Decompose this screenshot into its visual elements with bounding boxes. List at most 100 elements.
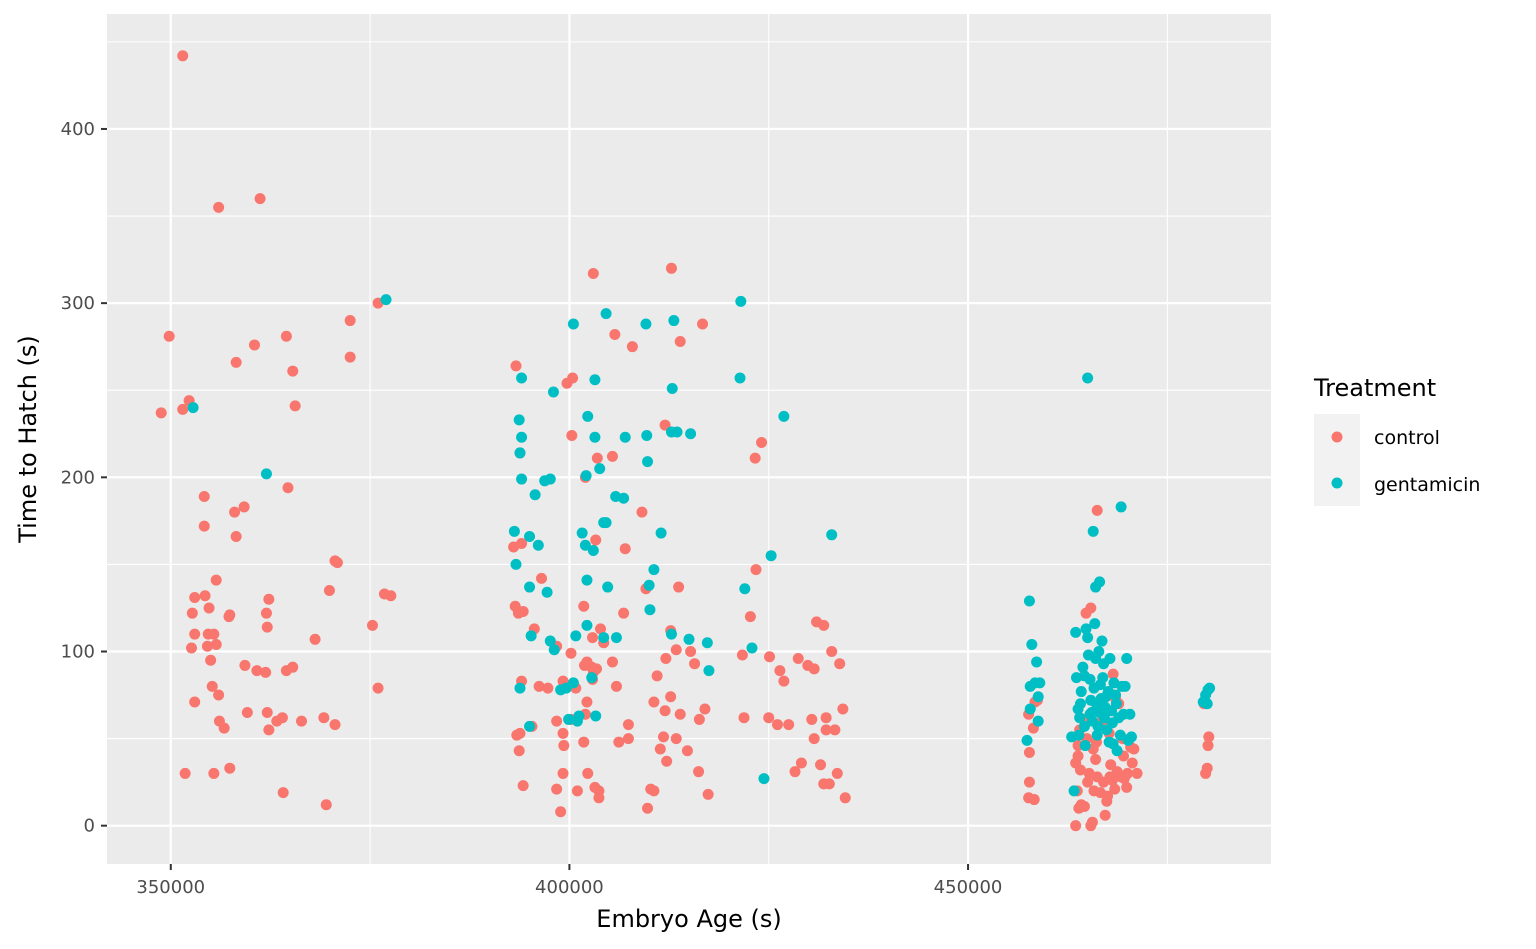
point-control [1023,747,1035,759]
point-control [697,318,709,330]
point-control [344,351,356,363]
point-gentamicin [544,473,556,485]
point-gentamicin [1079,740,1091,752]
point-gentamicin [544,635,556,647]
point-control [218,722,230,734]
point-control [673,581,685,593]
point-control [670,733,682,745]
point-control [834,658,846,670]
point-control [1099,809,1111,821]
point-control [276,712,288,724]
point-control [542,682,554,694]
point-control [571,785,583,797]
point-control [609,328,621,340]
y-tick-label: 300 [61,293,95,314]
point-control [1023,776,1035,788]
point-control [659,705,671,717]
point-control [210,574,222,586]
y-tick-label: 0 [84,816,95,837]
point-gentamicin [1089,618,1101,630]
point-control [581,696,593,708]
point-gentamicin [765,550,777,562]
y-axis-title: Time to Hatch (s) [14,335,42,544]
point-control [764,651,776,663]
x-axis: 350000 400000 450000 [136,864,1002,898]
point-control [289,400,301,412]
point-gentamicin [665,628,677,640]
point-control [806,713,818,725]
point-gentamicin [826,529,838,541]
point-control [1121,781,1133,793]
point-control [839,792,851,804]
point-gentamicin [1091,729,1103,741]
point-control [587,268,599,280]
point-control [595,623,607,635]
point-gentamicin [1110,698,1122,710]
point-control [213,689,225,701]
point-gentamicin [1021,734,1033,746]
point-control [642,802,654,814]
point-gentamicin [735,295,747,307]
point-control [203,602,215,614]
point-control [826,646,838,657]
point-control [557,727,569,739]
point-gentamicin [1087,525,1099,537]
point-control [818,778,830,790]
point-control [1070,820,1082,832]
point-gentamicin [187,402,199,414]
point-control [651,670,663,682]
point-control [626,341,638,353]
point-control [511,729,523,741]
point-control [820,712,832,724]
point-gentamicin [683,633,695,645]
point-control [808,663,820,675]
point-gentamicin [648,564,660,576]
point-control [681,745,693,757]
point-control [1106,774,1118,786]
point-gentamicin [1094,679,1106,691]
point-control [566,430,578,442]
point-gentamicin [701,637,713,649]
point-control [659,419,671,431]
point-control [517,780,529,792]
point-gentamicin [1077,661,1089,673]
x-tick-label: 400000 [535,877,604,898]
point-control [517,605,529,617]
point-gentamicin [513,414,525,426]
point-control [660,652,672,664]
point-control [582,767,594,779]
point-gentamicin [644,604,656,616]
point-gentamicin [1124,708,1136,720]
point-control [578,600,590,612]
point-control [1131,767,1143,779]
point-gentamicin [641,430,653,442]
point-control [685,646,697,657]
point-control [648,785,660,797]
point-control [282,482,294,494]
point-control [201,640,213,652]
point-control [189,628,201,640]
legend-label-control: control [1374,427,1440,449]
y-tick-label: 100 [61,642,95,663]
point-control [551,783,563,795]
point-control [155,407,167,419]
legend-key-control [1331,431,1343,443]
point-gentamicin [260,468,272,480]
point-gentamicin [1032,715,1044,727]
point-gentamicin [587,544,599,556]
point-gentamicin [567,677,579,689]
point-gentamicin [643,579,655,591]
point-gentamicin [1070,626,1082,638]
point-control [557,767,569,779]
point-control [749,452,761,464]
point-gentamicin [529,489,541,501]
point-control [385,590,397,602]
point-control [771,719,783,731]
point-gentamicin [1078,670,1090,682]
point-gentamicin [1031,656,1043,668]
point-gentamicin [1098,712,1110,724]
point-gentamicin [1115,501,1127,513]
point-control [208,628,220,640]
point-control [587,632,599,644]
point-control [829,724,841,736]
